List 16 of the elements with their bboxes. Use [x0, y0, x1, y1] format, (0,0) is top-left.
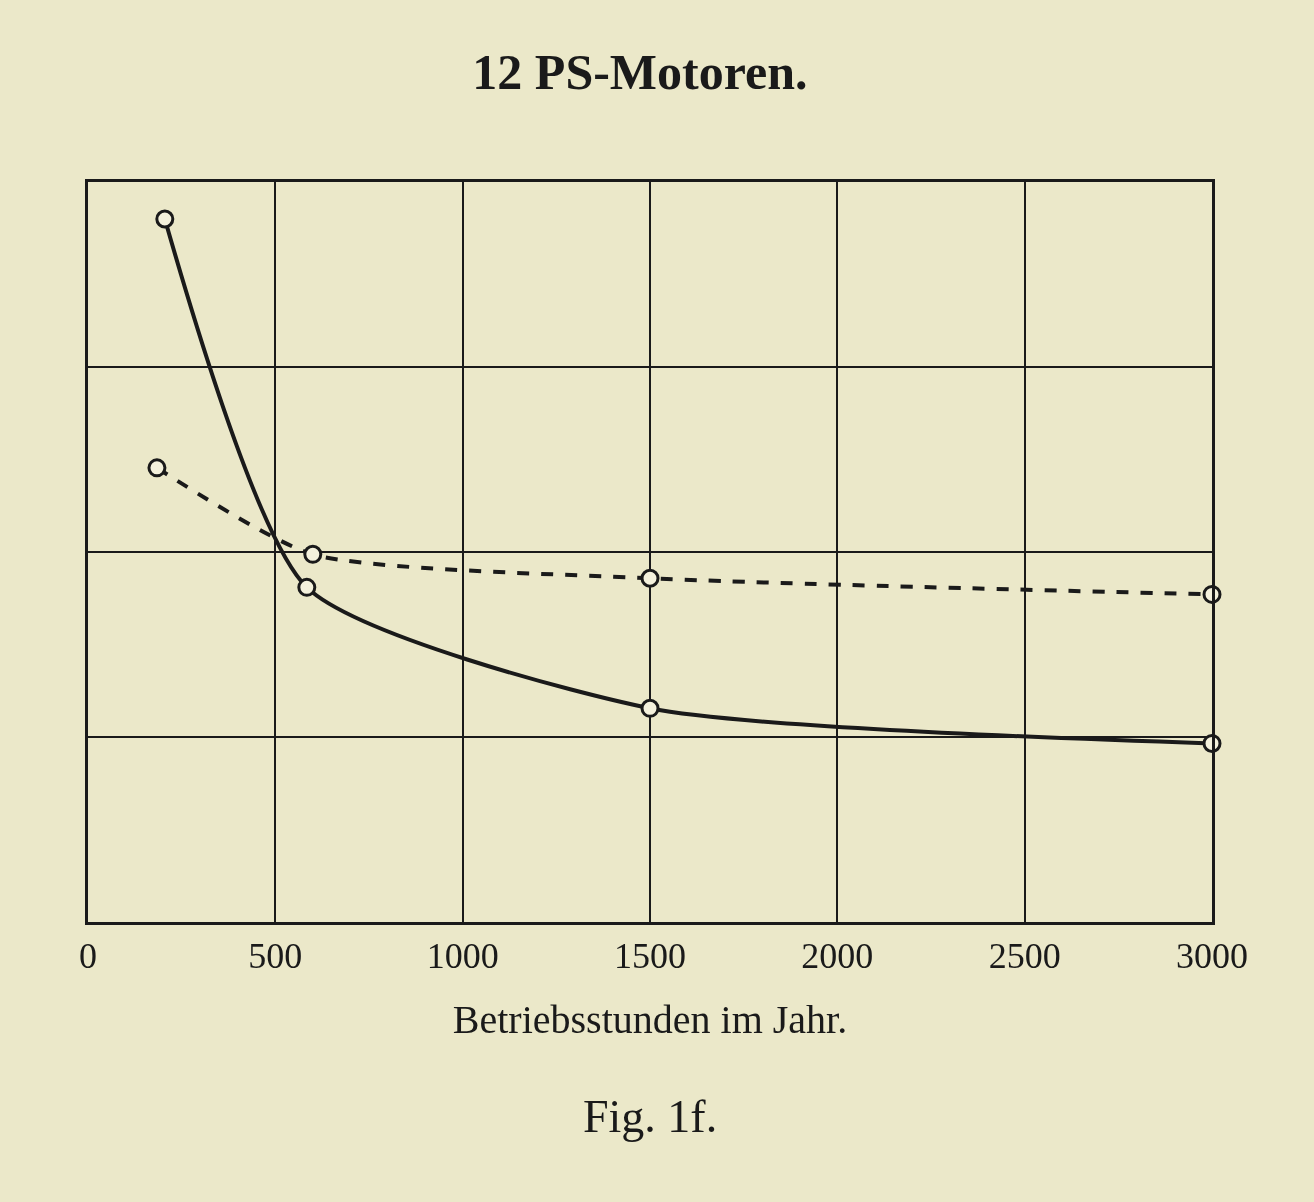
chart-title: 12 PS-Motoren.: [472, 44, 808, 101]
x-tick-label: 3000: [1176, 936, 1248, 977]
point: [155, 209, 175, 229]
point: [303, 544, 323, 564]
point: [297, 577, 317, 597]
point: [640, 568, 660, 588]
point: [640, 698, 660, 718]
x-tick-label: 2500: [988, 936, 1061, 977]
x-tick-label: 1000: [426, 936, 499, 977]
x-tick-label: 0: [79, 936, 97, 977]
caption: Fig. 1f.: [583, 1091, 718, 1142]
x-tick-label: 2000: [801, 936, 874, 977]
x-tick-label: 1500: [614, 936, 686, 977]
x-axis-title: Betriebsstunden im Jahr.: [452, 996, 848, 1042]
x-tick-label: 500: [248, 936, 303, 977]
point: [147, 458, 167, 478]
